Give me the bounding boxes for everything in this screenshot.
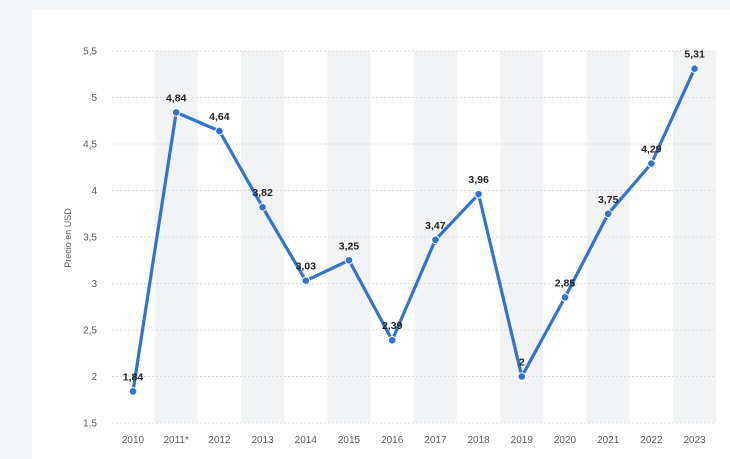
data-label: 3,25 (339, 240, 360, 252)
data-label: 2,39 (382, 320, 403, 332)
x-tick-label: 2011* (163, 435, 189, 446)
y-axis-label: Precio en USD (63, 208, 73, 268)
data-label: 5,31 (684, 49, 705, 61)
data-point (647, 159, 656, 168)
x-tick-label: 2022 (640, 435, 663, 446)
y-axis-ticks: 1,5 2 2,5 3 3,5 4 4,5 5 5,5 (83, 47, 97, 430)
y-tick-label: 1,5 (83, 419, 97, 430)
data-point (431, 235, 440, 245)
data-point (603, 209, 613, 219)
data-label: 4,84 (166, 92, 187, 104)
data-labels: 1,84 4,84 4,64 3,82 3,03 3,25 2,39 3,47 3,96 2 2,8… (123, 49, 705, 384)
data-label: 3,82 (252, 187, 273, 199)
x-tick-label: 2017 (424, 435, 447, 446)
x-tick-label: 2019 (511, 435, 534, 446)
y-tick-label: 2,5 (83, 326, 97, 337)
x-tick-label: 2013 (251, 435, 274, 446)
data-point (215, 126, 224, 136)
x-tick-label: 2018 (467, 435, 490, 446)
data-point (474, 189, 483, 199)
data-point (301, 276, 311, 286)
data-point (258, 202, 267, 212)
x-tick-label: 2010 (122, 435, 145, 446)
data-label: 3,96 (468, 174, 489, 186)
data-point (517, 372, 527, 381)
y-tick-label: 4 (91, 186, 97, 197)
y-tick-label: 4,5 (83, 140, 97, 151)
data-label: 4,29 (641, 144, 662, 156)
x-tick-label: 2014 (295, 435, 318, 446)
data-point (387, 335, 397, 345)
series-line (131, 67, 697, 393)
data-point (560, 293, 570, 302)
data-label: 1,84 (123, 371, 144, 383)
x-tick-label: 2021 (597, 435, 620, 446)
y-tick-label: 2 (91, 372, 97, 383)
data-point (344, 255, 354, 265)
x-tick-label: 2020 (554, 435, 577, 446)
data-label: 2 (519, 357, 525, 369)
x-tick-label: 2023 (683, 435, 706, 446)
data-label: 3,75 (598, 194, 619, 206)
data-label: 4,64 (209, 111, 230, 123)
data-point (171, 108, 181, 117)
data-label: 2,85 (555, 277, 576, 289)
y-tick-label: 3 (91, 279, 97, 290)
x-tick-label: 2012 (208, 435, 231, 446)
x-tick-label: 2016 (381, 435, 404, 446)
x-axis-ticks: 2010 2011* 2012 2013 2014 2015 2016 2017 2018 201… (122, 435, 706, 446)
y-tick-label: 5 (91, 93, 97, 104)
grid-lines (112, 50, 716, 424)
data-points (128, 64, 699, 396)
x-tick-label: 2015 (338, 435, 361, 446)
data-label: 3,47 (425, 220, 446, 232)
data-label: 3,03 (296, 261, 317, 273)
data-point (690, 64, 699, 73)
y-tick-label: 3,5 (83, 233, 97, 244)
data-point (128, 387, 138, 396)
y-tick-label: 5,5 (83, 47, 97, 58)
series-line-path (131, 67, 697, 393)
